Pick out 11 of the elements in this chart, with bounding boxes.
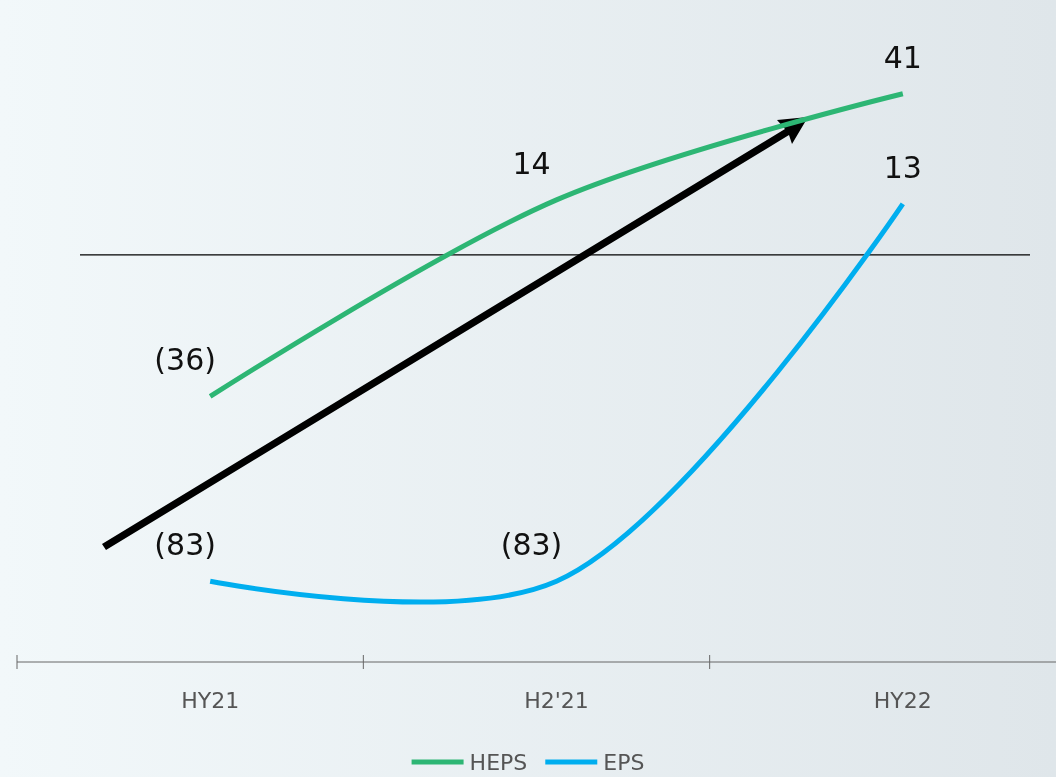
x-tick-label: HY22 (873, 688, 932, 713)
x-tick-label: HY21 (181, 688, 240, 713)
data-label: 14 (512, 145, 551, 181)
data-label: (83) (500, 527, 563, 563)
legend-label: HEPS (469, 750, 528, 775)
x-tick-label: H2'21 (524, 688, 589, 713)
data-label: 13 (883, 149, 922, 185)
data-label: 41 (883, 39, 922, 75)
legend-label: EPS (603, 750, 645, 775)
data-label: (36) (154, 342, 216, 378)
data-label: (83) (154, 527, 216, 563)
